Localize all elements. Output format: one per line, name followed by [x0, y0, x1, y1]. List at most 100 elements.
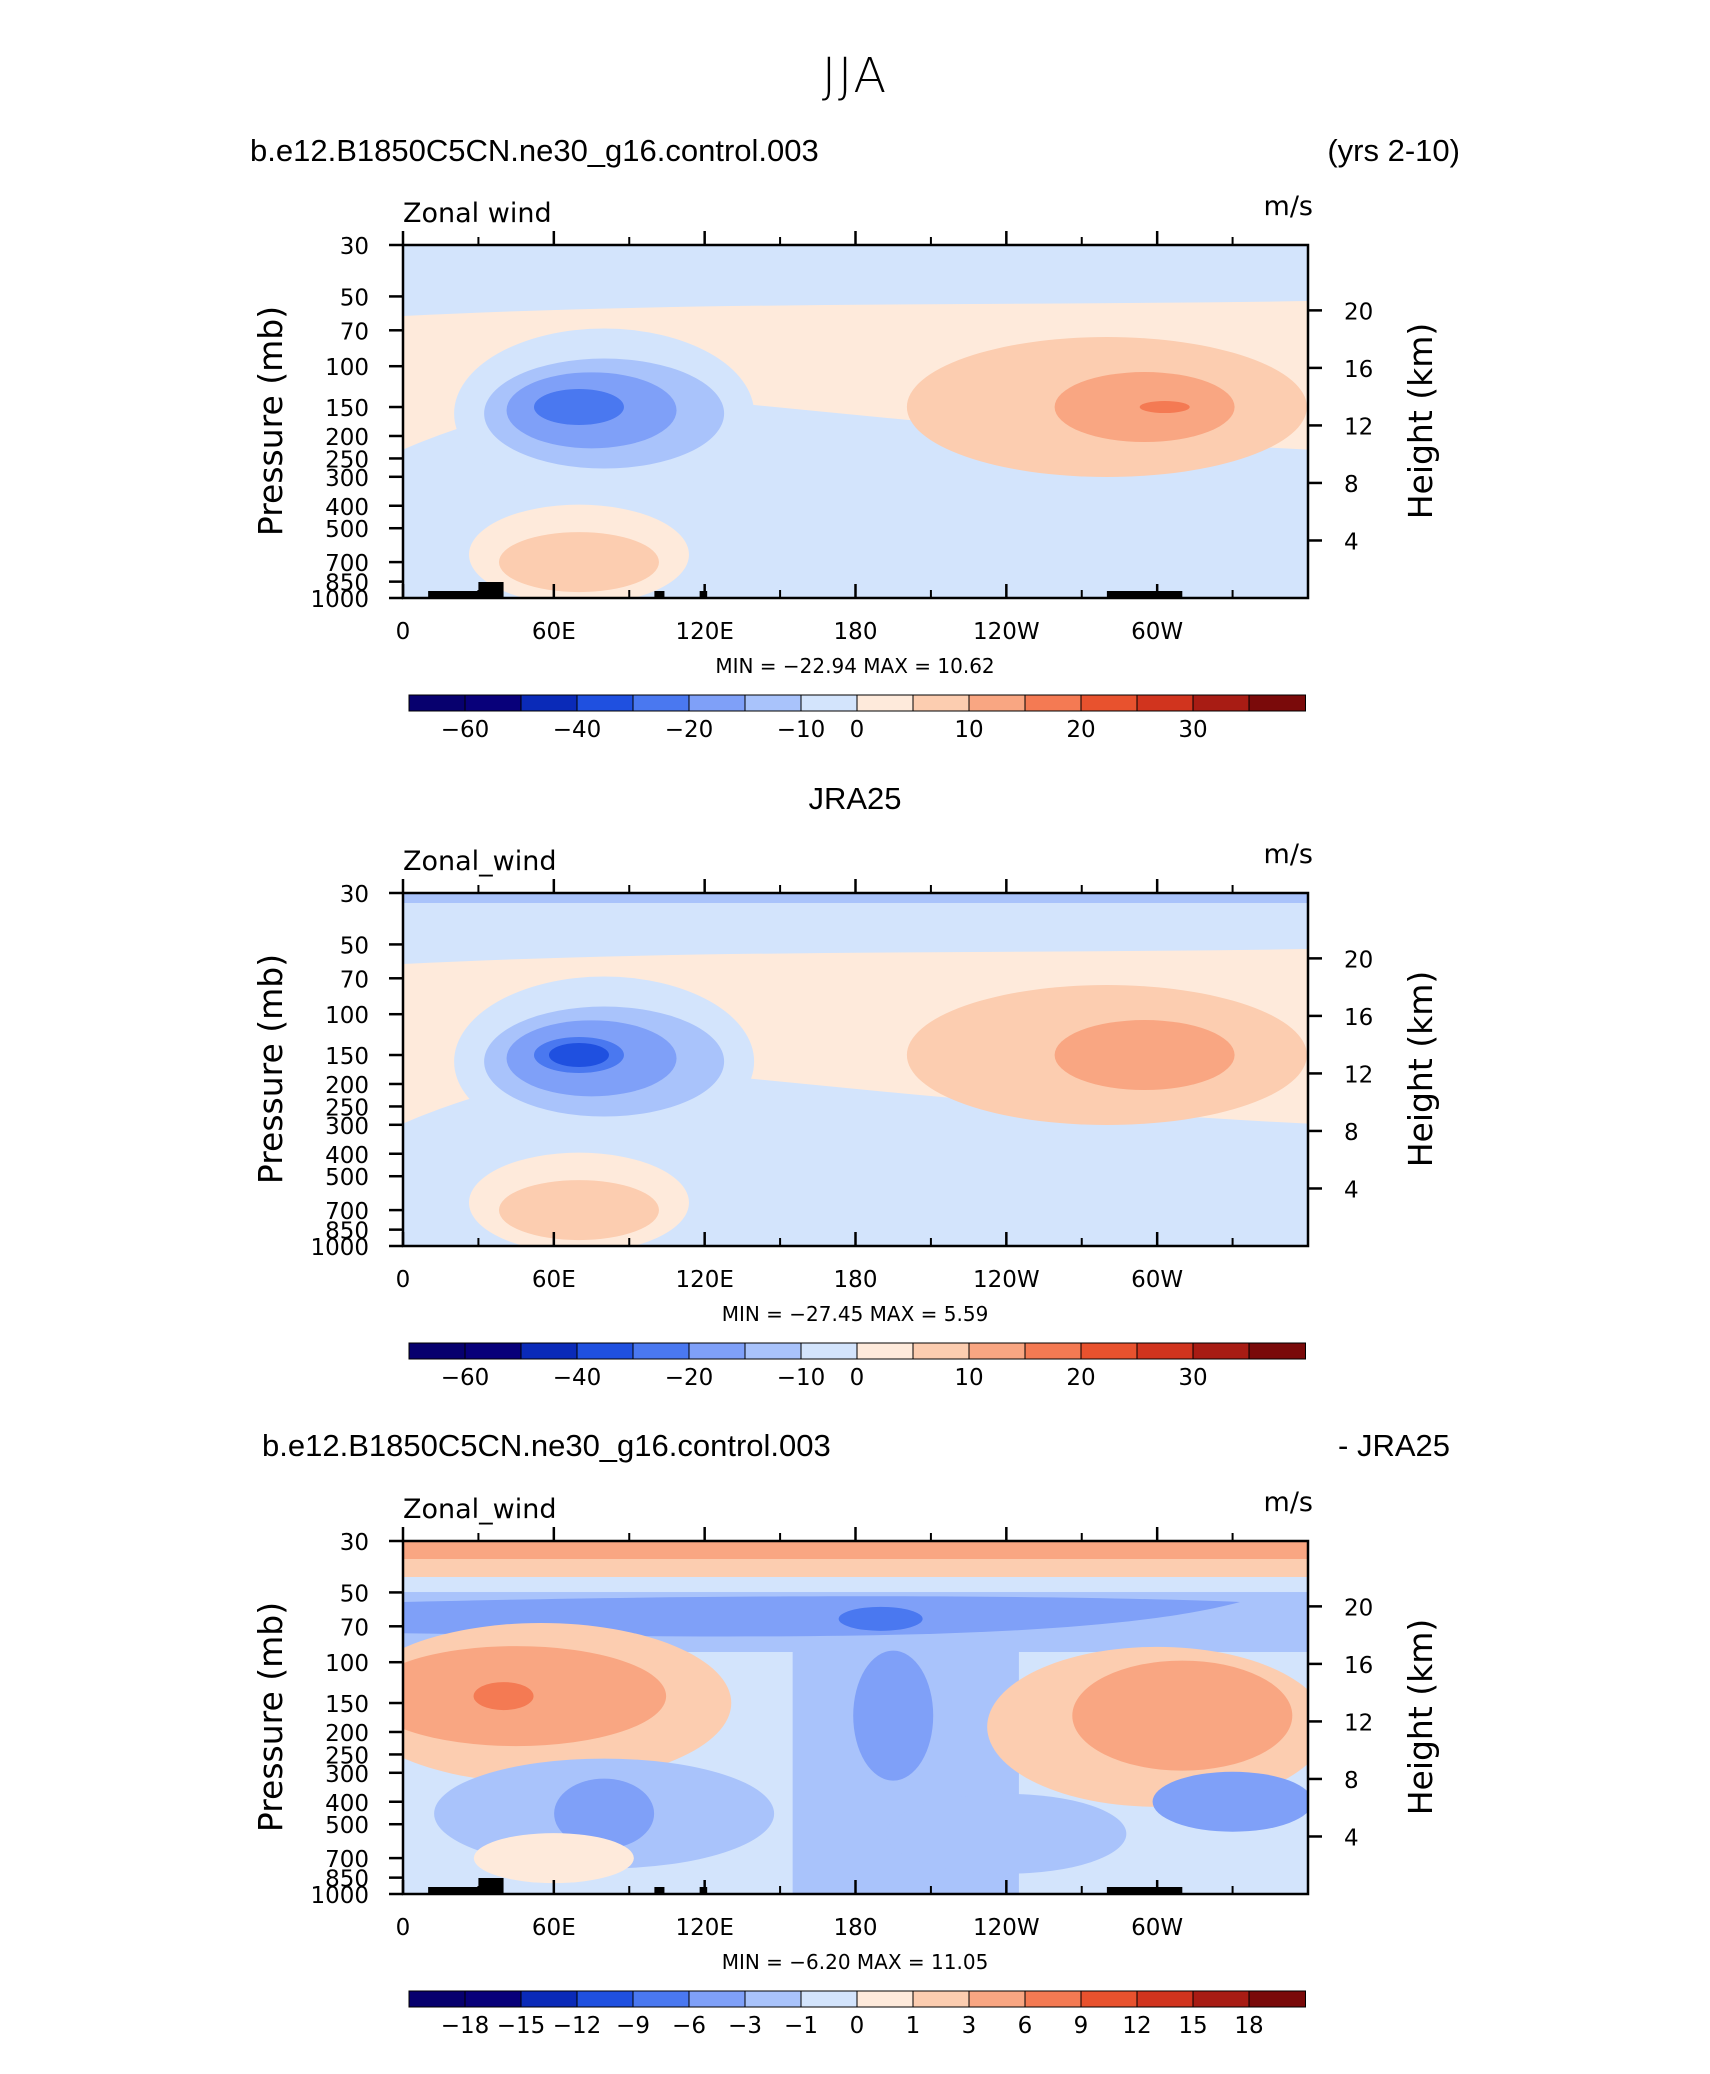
colorbar-label: 0	[850, 717, 865, 743]
topography	[699, 591, 708, 598]
pos-lobe-east	[1072, 1660, 1293, 1771]
panel-1: 0 60E 120E 180 120W 60W3050701001502002503004…	[251, 191, 1440, 743]
colorbar-label: −1	[784, 2013, 818, 2039]
low-pos	[473, 1833, 634, 1884]
colorbar-cell	[912, 694, 970, 712]
x-tick-label: 60E	[532, 1267, 576, 1293]
colorbar-cell	[1248, 1342, 1306, 1360]
colorbar-cell	[1248, 1990, 1306, 2008]
colorbar-cell	[912, 1990, 970, 2008]
y2-tick-label: 8	[1344, 1768, 1359, 1794]
y2-tick-label: 20	[1344, 1595, 1373, 1621]
y-tick-label: 100	[325, 355, 369, 381]
colorbar-label: −10	[777, 1365, 826, 1391]
colorbar-label: −40	[553, 1365, 602, 1391]
colorbar-cell	[1024, 1342, 1082, 1360]
colorbar-cell	[688, 1342, 746, 1360]
x-tick-label: 60W	[1131, 619, 1183, 645]
y-tick-label: 400	[325, 1143, 369, 1169]
topography	[654, 1887, 665, 1894]
y-tick-label: 200	[325, 1721, 369, 1747]
low-neg-core	[554, 1778, 655, 1849]
colorbar-label: −9	[616, 2013, 650, 2039]
y-tick-label: 700	[325, 551, 369, 577]
panel-2-center-header: JRA25	[808, 781, 902, 816]
pos-lobe-west	[403, 1646, 667, 1747]
strat-easterly-core	[403, 893, 1308, 903]
y2-tick-label: 12	[1344, 414, 1373, 440]
y-tick-label: 50	[340, 1581, 369, 1607]
colorbar-label: 15	[1178, 2013, 1207, 2039]
colorbar-label: −60	[441, 1365, 490, 1391]
colorbar-cell	[688, 1990, 746, 2008]
panel-3-left-header: b.e12.B1850C5CN.ne30_g16.control.003	[262, 1428, 831, 1463]
topography	[428, 1887, 479, 1894]
colorbar-label: −3	[728, 2013, 762, 2039]
y2-tick-label: 4	[1344, 1177, 1359, 1203]
low-neg-atl	[1152, 1771, 1308, 1832]
pos-lobe-west-core	[473, 1682, 534, 1711]
colorbar-label: 0	[850, 2013, 865, 2039]
x-tick-label: 60E	[532, 1915, 576, 1941]
colorbar-cell	[1192, 1990, 1250, 2008]
topography	[1106, 1887, 1183, 1894]
y2-axis-title: Height (km)	[1401, 971, 1440, 1168]
colorbar-cell	[912, 1342, 970, 1360]
y-tick-label: 850	[325, 1867, 369, 1893]
x-tick-label: 180	[834, 1915, 878, 1941]
y2-tick-label: 4	[1344, 529, 1359, 555]
y2-tick-label: 4	[1344, 1825, 1359, 1851]
colorbar-cell	[1080, 694, 1138, 712]
colorbar-label: 18	[1234, 2013, 1263, 2039]
colorbar-cell	[1192, 1342, 1250, 1360]
variable-label: Zonal_wind	[403, 1494, 557, 1525]
strat-positive-edge	[403, 1559, 1308, 1577]
y2-tick-label: 20	[1344, 299, 1373, 325]
y-tick-label: 200	[325, 1073, 369, 1099]
panel-1-left-header: b.e12.B1850C5CN.ne30_g16.control.003	[250, 133, 819, 168]
panel-3: 0 60E 120E 180 120W 60W3050701001502002503004…	[251, 1487, 1440, 2039]
colorbar-cell	[1136, 1342, 1194, 1360]
low-level-westerly-core	[498, 532, 659, 593]
y-tick-label: 70	[340, 967, 369, 993]
colorbar-cell	[800, 1342, 858, 1360]
colorbar-cell	[1248, 694, 1306, 712]
neg-band-core	[838, 1606, 923, 1631]
colorbar-cell	[576, 694, 634, 712]
y-tick-label: 250	[325, 447, 369, 473]
y2-tick-label: 16	[1344, 1005, 1373, 1031]
y2-tick-label: 12	[1344, 1062, 1373, 1088]
x-tick-label: 120W	[973, 1915, 1040, 1941]
colorbar-cell	[408, 1342, 466, 1360]
y-tick-label: 70	[340, 319, 369, 345]
y-tick-label: 150	[325, 1692, 369, 1718]
y-tick-label: 200	[325, 425, 369, 451]
low-neg-east	[886, 1793, 1127, 1874]
x-tick-label: 120E	[675, 1267, 733, 1293]
y2-tick-label: 16	[1344, 357, 1373, 383]
colorbar-cell	[520, 694, 578, 712]
colorbar-label: −12	[553, 2013, 602, 2039]
westerly-jet-max	[1142, 1050, 1187, 1061]
y-tick-label: 30	[340, 234, 369, 260]
contour-field	[403, 893, 1308, 1246]
y2-tick-label: 12	[1344, 1710, 1373, 1736]
y-tick-label: 850	[325, 571, 369, 597]
colorbar-label: −15	[497, 2013, 546, 2039]
colorbar-label: −40	[553, 717, 602, 743]
y-axis-title: Pressure (mb)	[251, 306, 290, 536]
colorbar-label: −6	[672, 2013, 706, 2039]
colorbar-cell	[1080, 1990, 1138, 2008]
topography	[428, 591, 479, 598]
x-tick-label: 120E	[675, 1915, 733, 1941]
colorbar-cell	[408, 694, 466, 712]
panel-2: 0 60E 120E 180 120W 60W3050701001502002503004…	[251, 839, 1440, 1391]
y-tick-label: 100	[325, 1651, 369, 1677]
y-tick-label: 700	[325, 1847, 369, 1873]
y-tick-label: 150	[325, 396, 369, 422]
colorbar-cell	[1024, 1990, 1082, 2008]
y-tick-label: 500	[325, 517, 369, 543]
colorbar-cell	[800, 1990, 858, 2008]
westerly-jet-max	[1139, 401, 1190, 414]
